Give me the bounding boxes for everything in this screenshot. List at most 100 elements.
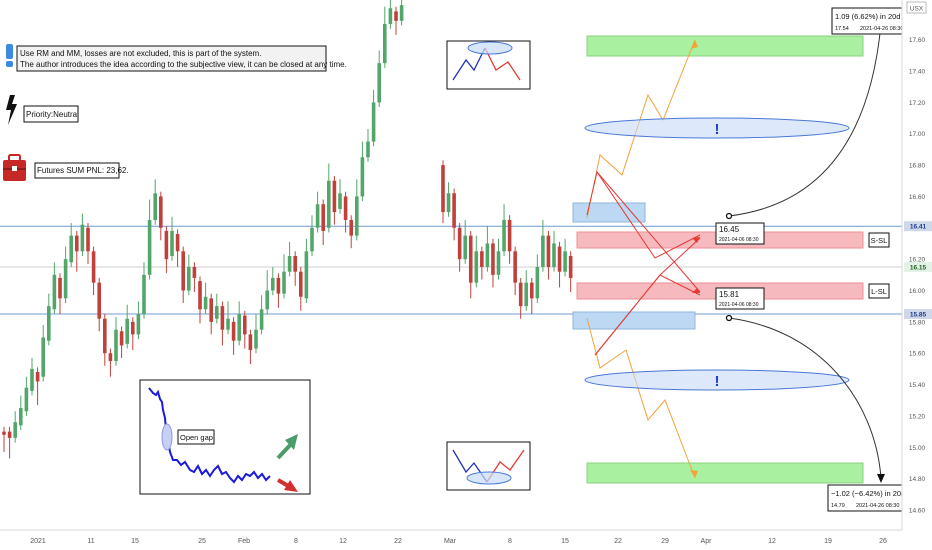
- lightning-icon: [6, 95, 17, 125]
- date-tick-label: 12: [339, 538, 347, 545]
- red-path-4: [594, 237, 701, 356]
- candle: [502, 204, 506, 256]
- alert-ellipses: ! !: [584, 117, 850, 391]
- date-tick-label: 12: [768, 538, 776, 545]
- candle: [446, 182, 451, 217]
- candle: [394, 6, 398, 35]
- lower-entry-label[interactable]: 15.81 2021-04-06 08:30: [715, 287, 765, 310]
- pnl-note: Futures SUM PNL: 23,62.: [3, 154, 129, 181]
- candle: [198, 276, 202, 324]
- candle: [75, 230, 79, 272]
- date-tick-label: Feb: [238, 538, 250, 545]
- candle: [287, 241, 292, 277]
- l-sl-text: L-SL: [871, 287, 887, 296]
- lower-target-date: 2021-04-26 08:30: [856, 503, 899, 509]
- red-arrow-up: [692, 237, 700, 243]
- candle: [7, 426, 12, 459]
- price-tick-label: 15.00: [909, 445, 926, 452]
- upper-entry-date: 2021-04-06 08:30: [719, 237, 759, 243]
- upper-target-label[interactable]: 1.09 (6.62%) in 20d 17.54 2021-04-26 08:…: [831, 7, 907, 35]
- lower-target-label[interactable]: −1.02 (−6.42%) in 20d 14.79 2021-04-26 0…: [827, 484, 907, 512]
- candle: [203, 282, 208, 315]
- upper-entry-label[interactable]: 16.45 2021-04-06 08:30: [715, 222, 765, 245]
- briefcase-icon: [3, 154, 26, 181]
- svg-text:16.15: 16.15: [910, 264, 927, 271]
- inset-price-line: [148, 387, 271, 484]
- candle: [563, 238, 567, 277]
- time-axis[interactable]: 2021 11 15 25 Feb 8 12 22 Mar 8 15 22 29 Apr 12 19 26: [0, 529, 932, 550]
- candle: [338, 179, 342, 214]
- s-sl-tag: S-SL: [868, 232, 890, 248]
- candle: [541, 219, 545, 272]
- price-tick-label: 14.80: [909, 476, 926, 483]
- candle: [220, 301, 225, 346]
- candle: [485, 226, 490, 272]
- upper-entry-price: 16.45: [719, 225, 740, 234]
- date-tick-label: 15: [131, 538, 139, 545]
- red-path-2: [596, 171, 701, 293]
- date-tick-label: 22: [394, 538, 402, 545]
- l-sl-tag: L-SL: [868, 283, 890, 299]
- down-arrow-icon: [284, 480, 298, 492]
- candle: [366, 129, 370, 162]
- candle: [524, 270, 529, 311]
- candle: [47, 293, 51, 346]
- candle: [19, 395, 23, 431]
- date-tick-label: 22: [614, 538, 622, 545]
- candle: [114, 317, 118, 366]
- lower-entry-date: 2021-04-06 08:30: [719, 302, 759, 308]
- candle: [58, 273, 62, 315]
- price-tick-label: 15.40: [909, 382, 926, 389]
- price-tick-label: 15.80: [909, 319, 926, 326]
- candle: [568, 251, 573, 293]
- candlestick-series: [2, 0, 573, 459]
- red-path-1: [586, 170, 701, 259]
- m-pattern-inset: [446, 40, 531, 90]
- lower-target-arrowhead: [877, 474, 885, 483]
- candle: [209, 293, 213, 335]
- date-tick-label: 29: [661, 538, 669, 545]
- candle: [371, 89, 376, 147]
- currency-label: USX: [910, 6, 924, 13]
- price-tag: 16.15: [904, 261, 932, 272]
- candle: [265, 270, 269, 315]
- price-axis[interactable]: 14.60 14.80 15.00 15.20 15.40 15.60 15.80 16.00…: [901, 0, 932, 530]
- candle: [2, 426, 6, 452]
- candle: [80, 213, 85, 256]
- candle: [315, 191, 320, 233]
- candle: [343, 191, 348, 233]
- candle: [170, 216, 174, 261]
- price-tick-label: 15.60: [909, 351, 926, 358]
- upper-target-change: 1.09 (6.62%) in 20d: [835, 12, 900, 21]
- price-tick-label: 16.80: [909, 163, 926, 170]
- candle: [131, 317, 135, 351]
- upper-alert-glyph: !: [715, 121, 720, 138]
- candle: [535, 254, 540, 304]
- price-tick-label: 16.60: [909, 194, 926, 201]
- pnl-text: Futures SUM PNL: 23,62.: [37, 166, 129, 175]
- candle: [13, 411, 17, 443]
- lower-entry-dot: [725, 314, 733, 322]
- lower-target-change: −1.02 (−6.42%) in 20d: [831, 489, 905, 498]
- candle: [119, 326, 124, 358]
- candle: [52, 262, 57, 315]
- lower-entry-price: 15.81: [719, 290, 740, 299]
- candle: [41, 324, 45, 382]
- candle: [530, 277, 534, 315]
- candle: [399, 0, 404, 26]
- candle: [248, 329, 253, 365]
- target-curves: [725, 20, 885, 483]
- candle: [513, 246, 517, 296]
- price-tick-label: 15.20: [909, 413, 926, 420]
- orange-down-arrow: [690, 470, 698, 478]
- candle: [108, 348, 113, 377]
- upper-target-date: 2021-04-26 08:30: [860, 26, 903, 32]
- candle: [282, 254, 286, 299]
- price-tick-label: 16.20: [909, 257, 926, 264]
- note-line-2: The author introduces the idea according…: [20, 60, 347, 69]
- candle: [237, 301, 241, 346]
- candle: [136, 301, 141, 340]
- date-tick-label: 11: [87, 538, 94, 545]
- candle: [181, 246, 185, 304]
